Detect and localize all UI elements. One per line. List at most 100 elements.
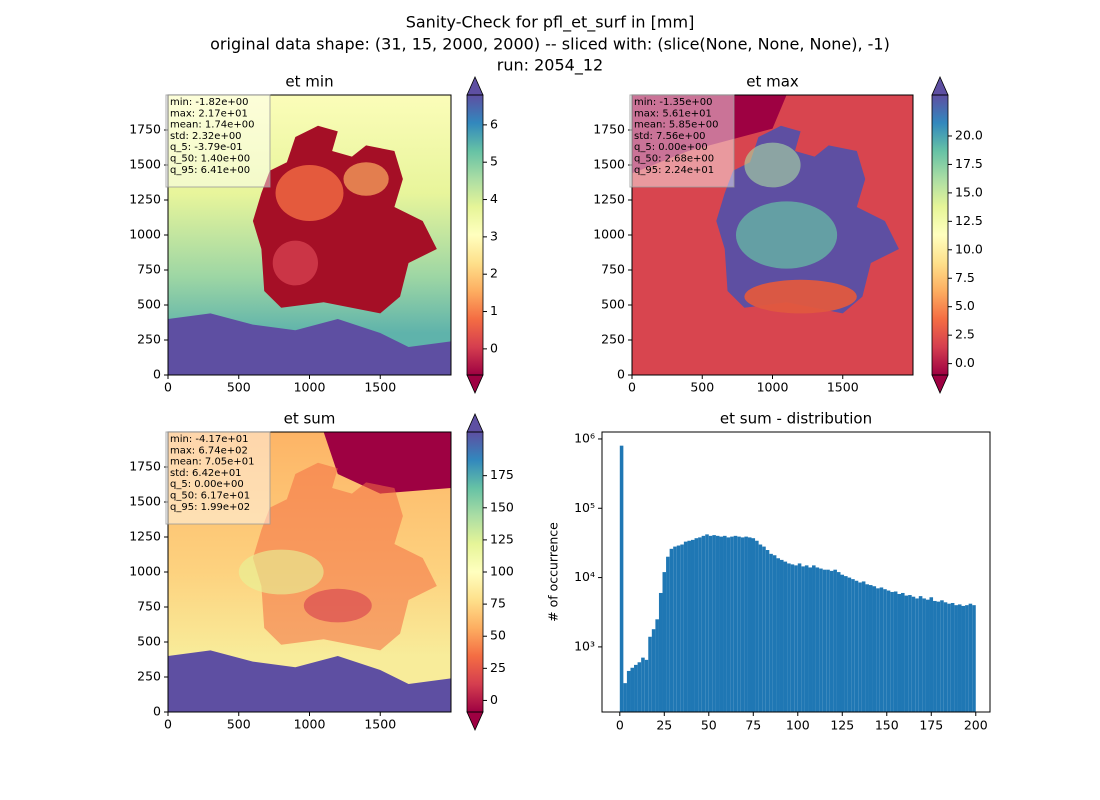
y-tick-label: 1500 [129, 157, 161, 172]
bar [726, 537, 731, 712]
y-tick-label: 1250 [129, 529, 161, 544]
bar [947, 603, 951, 712]
bar [933, 600, 937, 712]
axes-title: et min [285, 73, 333, 91]
bar [673, 546, 677, 712]
bar [840, 574, 845, 712]
bar [690, 539, 695, 712]
stats-line: q_50: 6.17e+01 [170, 491, 250, 502]
bar [626, 670, 631, 712]
bar [904, 595, 909, 712]
colorbar-extend [931, 374, 949, 394]
bar [634, 664, 638, 712]
bar [957, 604, 962, 712]
bar [819, 568, 823, 712]
bar [865, 584, 869, 712]
bar [965, 605, 969, 712]
y-tick-label: 500 [137, 634, 161, 649]
axes-title: et sum [284, 410, 336, 428]
y-tick-label: 1750 [129, 122, 161, 137]
map-region [303, 588, 372, 623]
colorbar-tick-label: 3 [490, 228, 498, 243]
map-region [252, 462, 437, 651]
y-tick-label: 500 [601, 297, 625, 312]
colorbar-tick-label: 25 [490, 660, 506, 675]
map-region [744, 279, 857, 314]
bar [794, 565, 798, 712]
stats-line: q_95: 6.41e+00 [170, 165, 250, 176]
bar [868, 585, 873, 712]
stats-line: mean: 7.05e+01 [170, 457, 254, 468]
bar [901, 592, 905, 712]
x-tick-label: 1000 [294, 717, 326, 732]
bar [929, 597, 934, 712]
x-tick-label: 1500 [827, 380, 859, 395]
bar [708, 535, 713, 712]
colorbar-extend [466, 374, 484, 394]
bar [883, 589, 887, 712]
x-tick-label: 200 [964, 718, 988, 733]
colorbar-frame [466, 94, 484, 376]
colorbar-tick-label: 2 [490, 266, 498, 281]
bar [968, 603, 973, 712]
colorbar-extend [931, 76, 949, 96]
bar [876, 588, 880, 712]
bar [940, 600, 944, 712]
bar [758, 544, 763, 712]
bar [925, 599, 930, 712]
map-region [275, 165, 344, 221]
bar [712, 535, 716, 712]
bar [804, 565, 809, 712]
y-axis-label: # of occurrence [546, 522, 561, 622]
y-tick-label: 0 [617, 367, 625, 382]
colorbar-tick-label: 10.0 [955, 241, 983, 256]
bar [776, 558, 780, 712]
bar [790, 564, 795, 712]
bar [890, 591, 894, 712]
colorbar-tick-label: 4 [490, 191, 498, 206]
map-region [744, 142, 801, 188]
colorbar-tick-label: 50 [490, 628, 506, 643]
heatmap-image [632, 95, 913, 375]
colorbar-extend [466, 76, 484, 96]
bar [972, 605, 976, 712]
x-tick-label: 1500 [364, 380, 396, 395]
y-tick-label: 10⁶ [574, 430, 595, 445]
stats-line: mean: 1.74e+00 [170, 120, 254, 131]
y-tick-label: 1500 [593, 157, 625, 172]
figure-title: run: 2054_12 [497, 56, 603, 76]
y-tick-label: 0 [153, 704, 161, 719]
bar [755, 540, 759, 712]
y-tick-label: 750 [137, 262, 161, 277]
bar [680, 544, 684, 712]
y-tick-label: 500 [137, 297, 161, 312]
stats-line: q_95: 1.99e+02 [170, 502, 250, 513]
stats-line: min: -4.17e+01 [170, 434, 249, 445]
y-tick-label: 1750 [129, 459, 161, 474]
bar [687, 540, 691, 712]
colorbar-tick-label: 2.5 [955, 327, 975, 342]
map-region [323, 432, 451, 494]
figure-title: Sanity-Check for pfl_et_surf in [mm] [406, 13, 695, 33]
bar [851, 579, 855, 712]
bar [698, 537, 702, 712]
axes-title: et sum - distribution [720, 410, 872, 428]
x-tick-label: 150 [875, 718, 899, 733]
y-tick-label: 750 [601, 262, 625, 277]
colorbar-tick-label: 1 [490, 303, 498, 318]
bar [772, 555, 777, 712]
bar [915, 598, 919, 712]
figure-title: original data shape: (31, 15, 2000, 2000… [210, 35, 890, 54]
colorbar-tick-label: 125 [490, 531, 514, 546]
bar [858, 582, 862, 712]
x-tick-label: 0 [628, 380, 636, 395]
colorbar-tick-label: 5.0 [955, 298, 975, 313]
heatmap-image [168, 95, 451, 375]
bar [751, 538, 756, 712]
bar [762, 546, 766, 712]
x-tick-label: 500 [690, 380, 714, 395]
colorbar-tick-label: 75 [490, 596, 506, 611]
bar [683, 541, 688, 712]
colorbar-tick-label: 12.5 [955, 213, 983, 228]
